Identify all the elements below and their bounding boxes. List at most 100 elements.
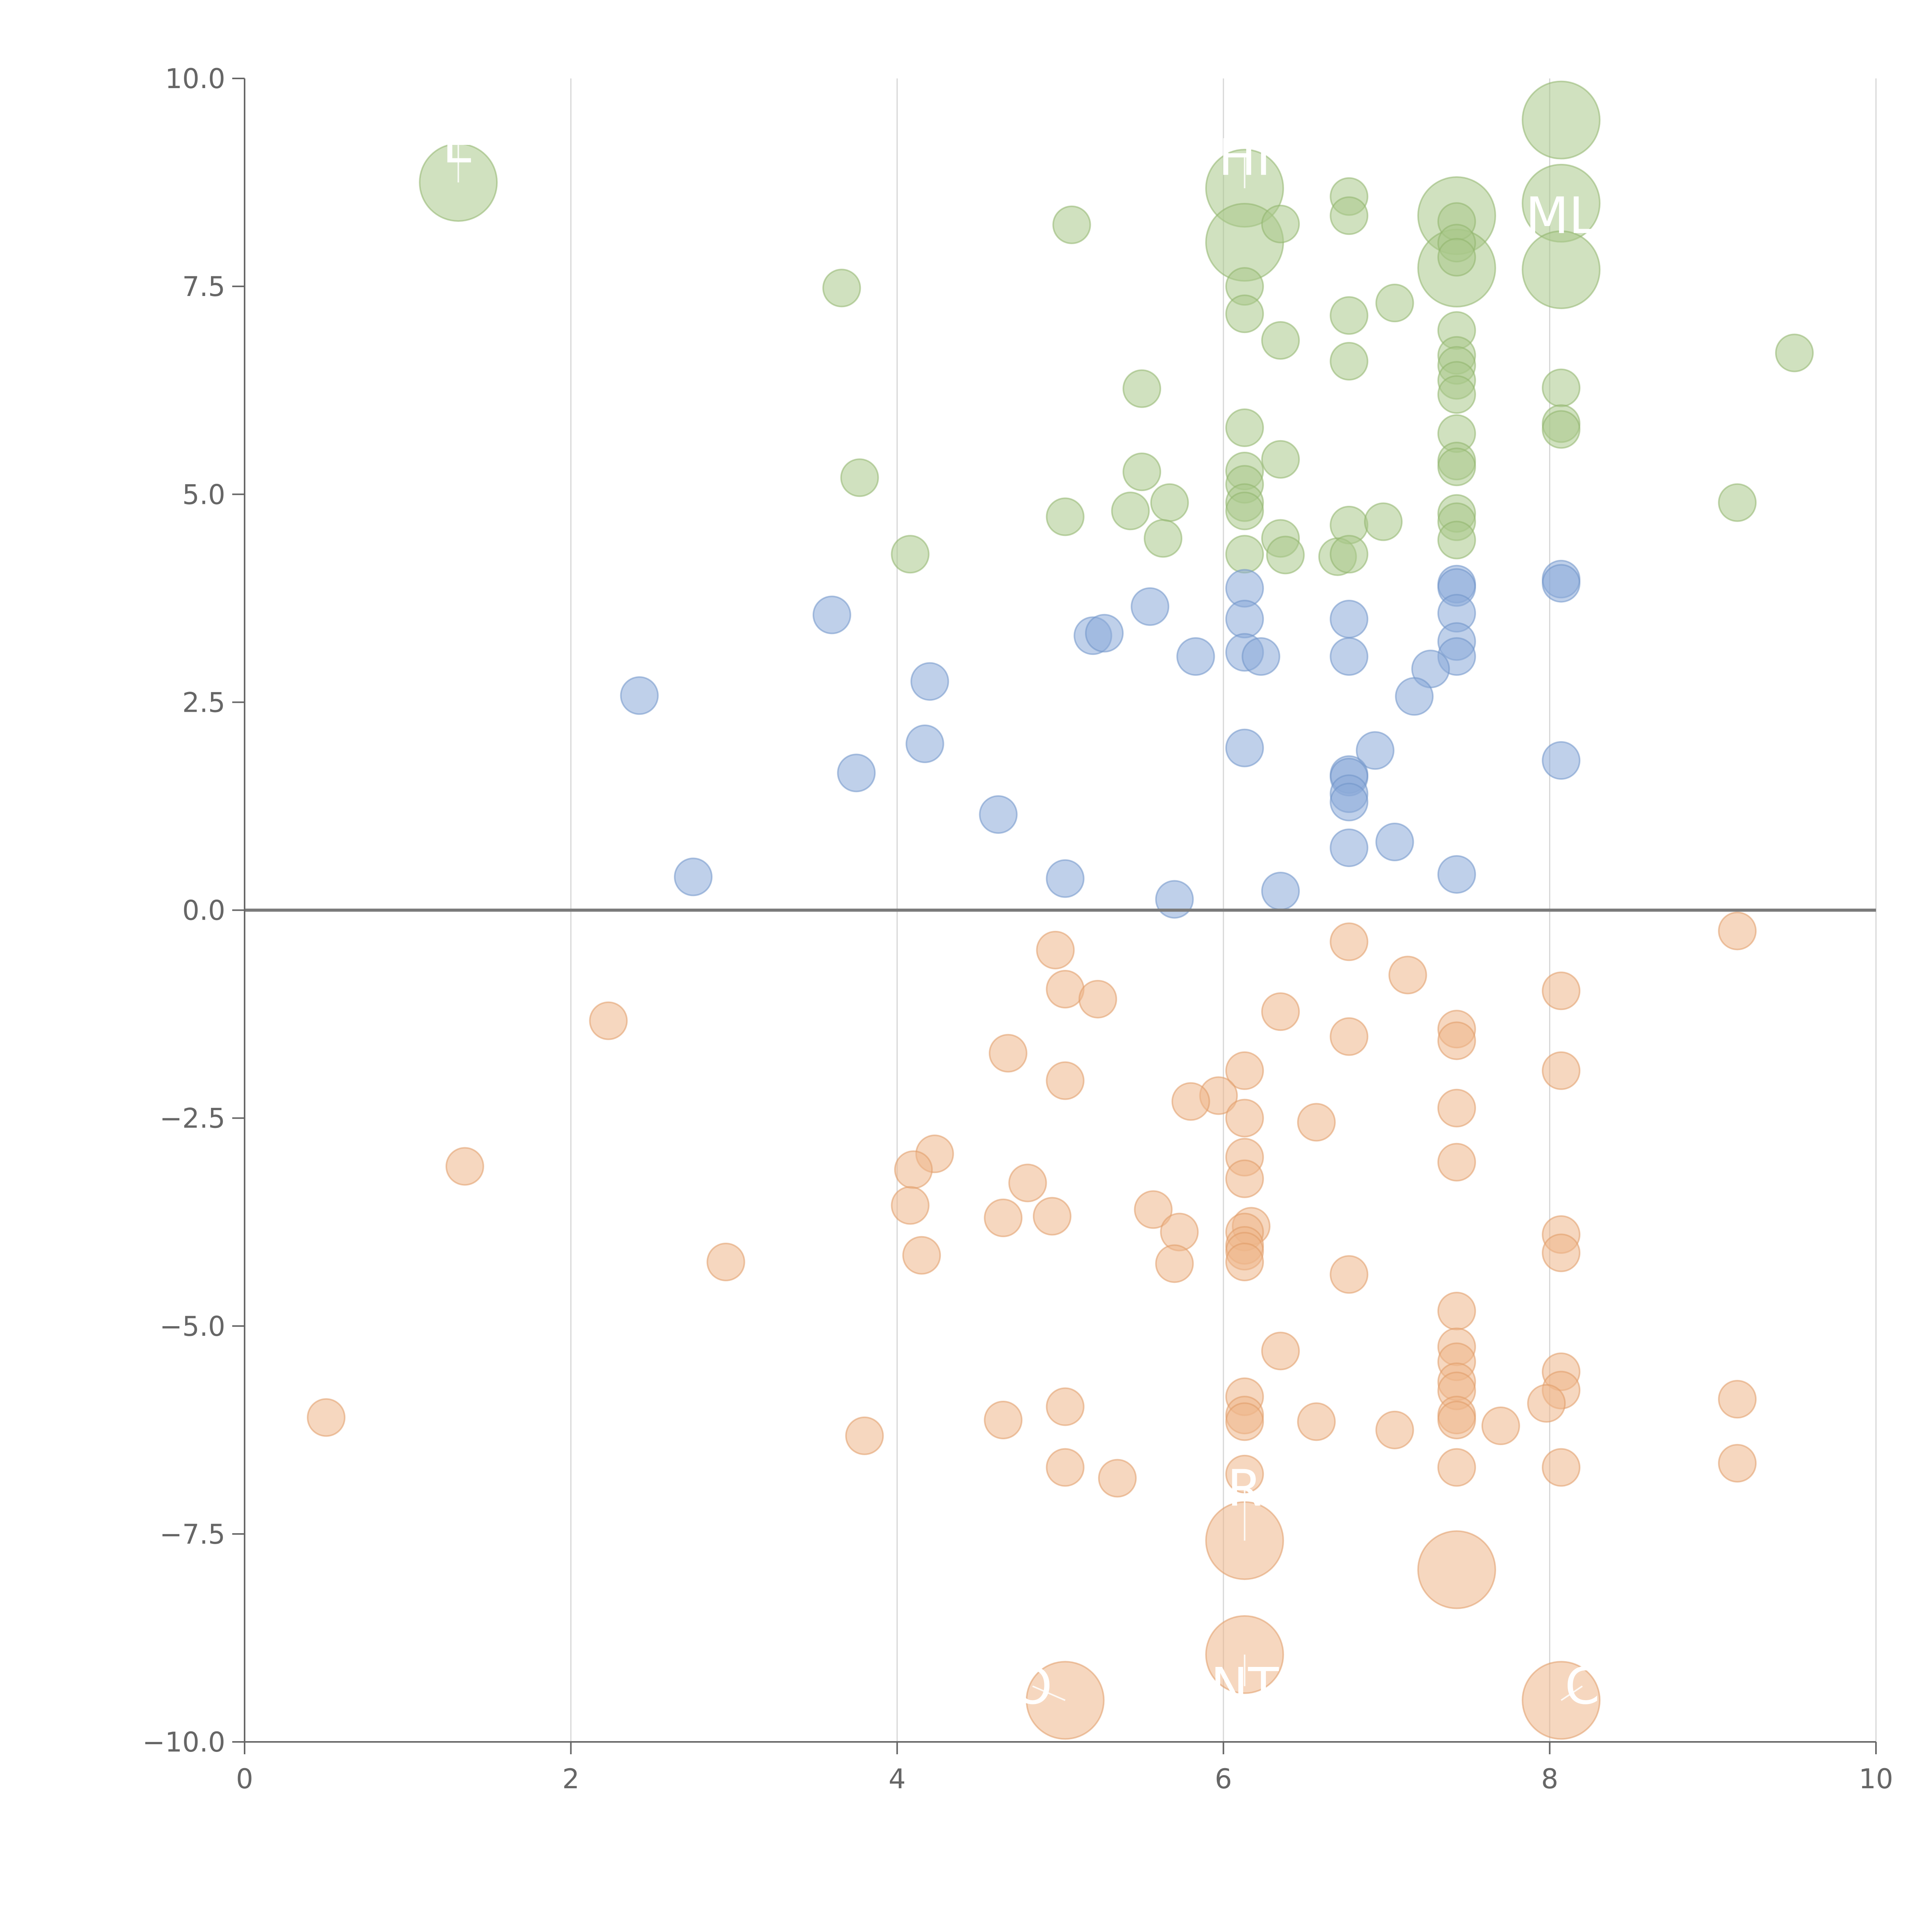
data-point xyxy=(1437,447,1476,486)
data-point xyxy=(1542,1448,1581,1487)
data-point xyxy=(1527,1384,1566,1423)
data-point xyxy=(1542,1051,1581,1090)
data-point xyxy=(1437,1448,1476,1487)
data-point xyxy=(1718,1380,1757,1419)
data-point xyxy=(984,1198,1023,1237)
data-point xyxy=(1330,342,1369,381)
data-point xyxy=(1046,1448,1085,1487)
data-point xyxy=(1330,1255,1369,1294)
data-point xyxy=(1437,1021,1476,1060)
data-point xyxy=(1330,535,1369,574)
annotation-label: R xyxy=(1227,1459,1262,1517)
x-tick-label: 4 xyxy=(889,1763,906,1795)
data-point xyxy=(1330,782,1369,821)
data-point xyxy=(1155,1244,1194,1283)
data-point xyxy=(1225,728,1264,767)
data-point xyxy=(1046,859,1085,898)
data-point xyxy=(1225,1159,1264,1198)
data-point xyxy=(1330,828,1369,867)
data-point xyxy=(845,1416,884,1455)
annotation-label: C xyxy=(1565,1657,1600,1716)
annotation-label: ML xyxy=(1526,186,1597,245)
data-point xyxy=(840,458,879,497)
data-point xyxy=(1143,519,1182,558)
data-point xyxy=(1437,1292,1476,1331)
data-point xyxy=(1355,731,1395,770)
data-point xyxy=(620,676,659,715)
data-point xyxy=(1131,587,1170,626)
x-tick-label: 2 xyxy=(562,1763,580,1795)
data-point xyxy=(1330,637,1369,676)
data-point xyxy=(1261,1332,1300,1371)
annotation-label: E xyxy=(442,116,474,174)
y-tick-label: −10.0 xyxy=(142,1726,225,1758)
data-point xyxy=(1134,1190,1173,1229)
y-tick-label: 5.0 xyxy=(182,479,225,510)
data-point xyxy=(1542,564,1581,603)
data-point xyxy=(812,595,851,634)
annotations: E HI ML R NT O C xyxy=(442,116,1600,1716)
y-tick-label: −5.0 xyxy=(160,1311,225,1342)
data-point xyxy=(1225,1402,1264,1441)
data-point xyxy=(1522,80,1601,160)
data-point xyxy=(1085,614,1124,653)
data-point xyxy=(1155,880,1194,919)
data-point xyxy=(1098,1459,1137,1498)
data-point xyxy=(891,535,930,574)
data-point xyxy=(1522,230,1601,310)
x-tick-label: 0 xyxy=(236,1763,253,1795)
data-point xyxy=(822,269,861,308)
data-point xyxy=(1122,452,1162,492)
data-point xyxy=(1364,502,1403,541)
data-point xyxy=(1225,535,1264,574)
y-tick-label: −7.5 xyxy=(160,1519,225,1550)
data-point xyxy=(1297,1402,1336,1441)
annotation-leader xyxy=(1032,1685,1066,1701)
data-point xyxy=(984,1400,1023,1439)
data-point xyxy=(674,857,713,896)
data-point xyxy=(1437,238,1476,277)
data-point xyxy=(891,1186,930,1225)
data-point xyxy=(1375,822,1414,861)
data-point xyxy=(837,753,876,793)
annotation-label: O xyxy=(1013,1657,1052,1716)
data-point xyxy=(1718,483,1757,522)
data-point xyxy=(1437,1400,1476,1439)
data-point xyxy=(1046,497,1085,536)
data-point xyxy=(1225,492,1264,531)
data-point xyxy=(1225,1051,1264,1090)
data-point xyxy=(1046,1061,1085,1100)
x-tick-label: 10 xyxy=(1859,1763,1893,1795)
y-tick-label: 10.0 xyxy=(165,63,225,95)
data-point xyxy=(1046,969,1085,1009)
data-point xyxy=(910,662,949,701)
data-point xyxy=(1718,912,1757,951)
data-point xyxy=(445,1147,484,1186)
data-point xyxy=(1775,333,1814,372)
data-point xyxy=(1417,1530,1496,1609)
data-point xyxy=(1542,410,1581,449)
data-point xyxy=(905,724,944,763)
data-point xyxy=(1261,440,1300,479)
data-point xyxy=(1171,1082,1210,1121)
data-point xyxy=(1008,1163,1047,1202)
annotation-label: NT xyxy=(1211,1657,1279,1716)
data-point xyxy=(979,795,1018,834)
data-point xyxy=(1122,369,1162,408)
annotation-leader xyxy=(1561,1685,1583,1701)
data-point xyxy=(1375,284,1414,323)
data-point xyxy=(1261,871,1300,910)
data-point xyxy=(1542,741,1581,780)
data-point xyxy=(988,1034,1027,1073)
data-point xyxy=(1718,1444,1757,1483)
data-point xyxy=(1375,1410,1414,1449)
x-tick-label: 6 xyxy=(1215,1763,1232,1795)
data-point xyxy=(1297,1103,1336,1142)
data-point xyxy=(1225,600,1264,639)
data-point xyxy=(307,1398,346,1437)
data-point xyxy=(1481,1406,1520,1446)
data-point xyxy=(1437,1088,1476,1128)
data-point xyxy=(1052,205,1091,244)
data-point xyxy=(902,1236,941,1275)
data-point xyxy=(1437,520,1476,560)
